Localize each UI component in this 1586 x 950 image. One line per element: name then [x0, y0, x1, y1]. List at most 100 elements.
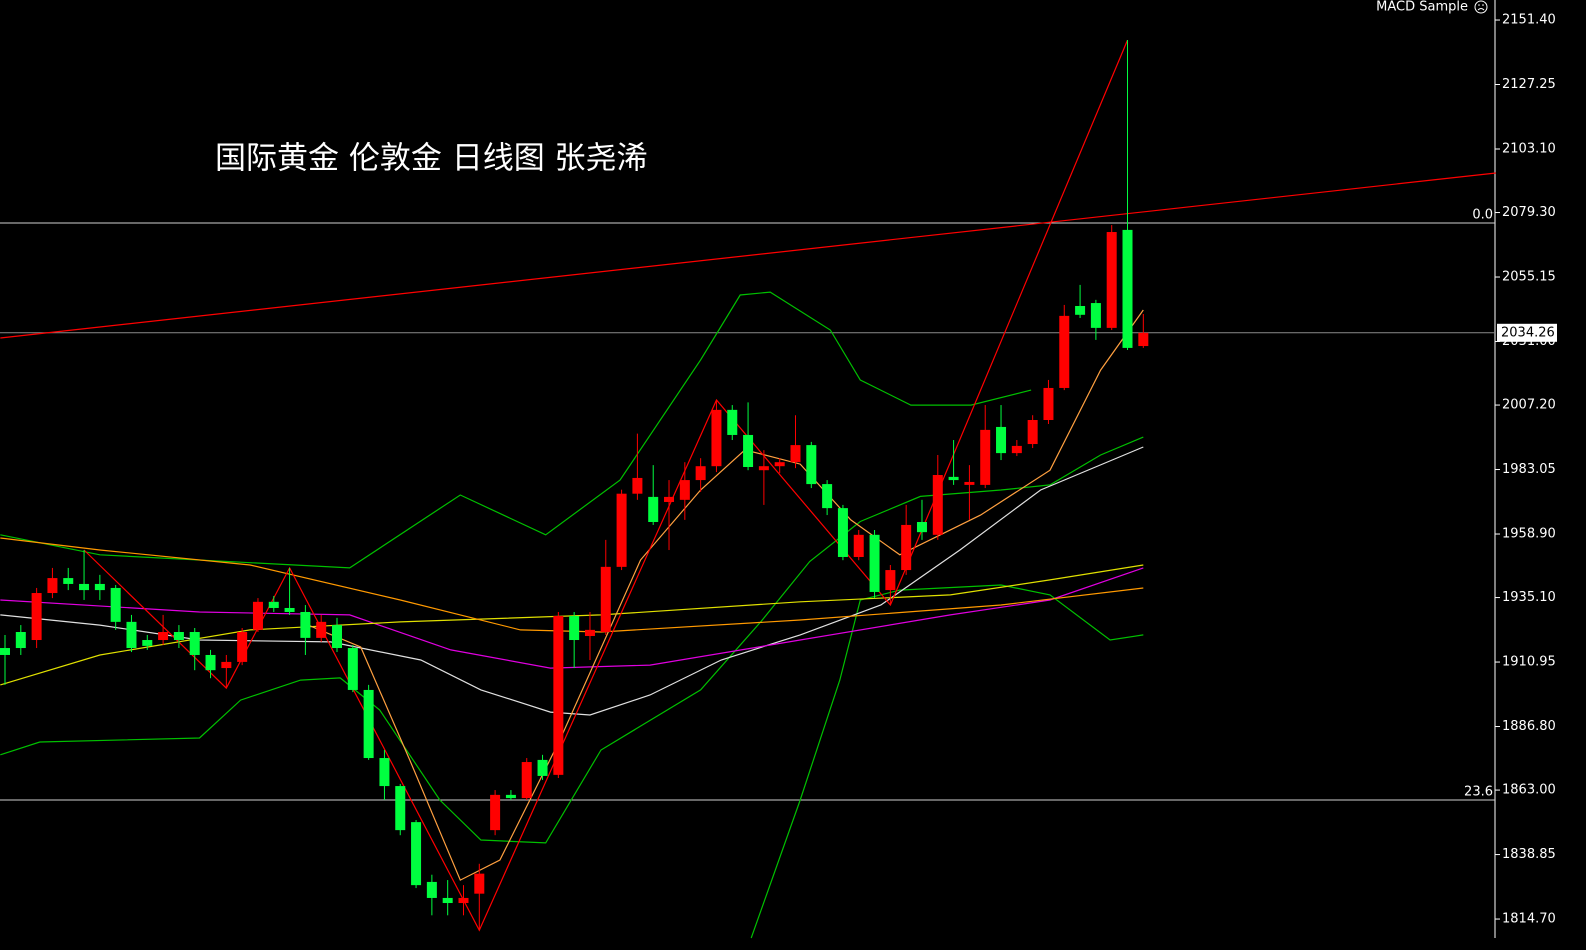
y-tick-label: 2127.25 — [1502, 77, 1556, 92]
candle-body — [126, 621, 137, 649]
indicator-line — [750, 584, 1144, 939]
candle-body — [837, 508, 848, 557]
candle-body — [1122, 229, 1133, 348]
candle-body — [1027, 420, 1038, 445]
current-price-label: 2034.26 — [1501, 325, 1555, 340]
indicator-line — [0, 436, 1144, 844]
candle-body — [221, 661, 232, 669]
candle-body — [205, 654, 216, 671]
indicator-line — [300, 309, 1144, 881]
candle-body — [411, 822, 422, 886]
y-tick-label: 1983.05 — [1502, 462, 1556, 477]
candle-body — [1090, 303, 1101, 328]
candle-body — [790, 445, 801, 463]
candle-body — [395, 786, 406, 831]
candle-body — [458, 897, 469, 904]
candle-body — [379, 758, 390, 787]
candle-body — [632, 477, 643, 494]
candle-body — [521, 762, 532, 799]
candle-body — [1043, 387, 1054, 421]
candle-body — [158, 632, 169, 641]
y-tick-label: 1958.90 — [1502, 527, 1556, 542]
indicator-icon — [1474, 0, 1488, 14]
candle-body — [31, 593, 42, 641]
candle-body — [774, 462, 785, 467]
candle-body — [553, 615, 564, 775]
candle-body — [1106, 232, 1117, 328]
candle-body — [79, 583, 90, 591]
candle-body — [189, 632, 200, 655]
candle-body — [932, 475, 943, 535]
plot-area — [0, 39, 1496, 939]
y-tick-label: 1935.10 — [1502, 590, 1556, 605]
fib-level-label: 23.6 — [1464, 784, 1493, 799]
candle-body — [505, 794, 516, 799]
indicator-line — [0, 172, 1496, 339]
candle-body — [63, 578, 74, 584]
candle-body — [600, 566, 611, 633]
y-tick-label: 1910.95 — [1502, 655, 1556, 670]
y-tick-label: 1886.80 — [1502, 719, 1556, 734]
candle-body — [964, 481, 975, 485]
candle-body — [300, 611, 311, 638]
y-tick-label: 1814.70 — [1502, 912, 1556, 927]
y-tick-label: 2151.40 — [1502, 13, 1556, 28]
candle-body — [142, 640, 153, 646]
candle-body — [0, 648, 10, 655]
candle-body — [284, 607, 295, 612]
y-tick-label: 1863.00 — [1502, 783, 1556, 798]
y-tick-label: 2103.10 — [1502, 141, 1556, 156]
candle-body — [980, 429, 991, 485]
candle-body — [237, 632, 248, 662]
candle-body — [695, 466, 706, 481]
candle-body — [15, 632, 26, 649]
candle-body — [758, 466, 769, 471]
y-tick-label: 2055.15 — [1502, 270, 1556, 285]
candle-body — [332, 625, 343, 649]
candle-body — [616, 493, 627, 567]
y-tick-label: 2007.20 — [1502, 398, 1556, 413]
candle-body — [363, 689, 374, 759]
candle-body — [853, 534, 864, 557]
candle-body — [948, 476, 959, 481]
y-tick-label: 1838.85 — [1502, 847, 1556, 862]
candle-body — [584, 629, 595, 637]
candle-body — [1011, 445, 1022, 454]
candle-body — [1059, 315, 1070, 388]
current-price-box — [1497, 323, 1557, 342]
candle-body — [743, 434, 754, 467]
candle-body — [252, 601, 263, 630]
candle-body — [490, 794, 501, 831]
candle-body — [316, 621, 327, 638]
candle-body — [537, 759, 548, 776]
indicator-line — [0, 537, 1144, 633]
candle-body — [727, 409, 738, 435]
candle-body — [474, 873, 485, 894]
indicator-label: MACD Sample — [1376, 0, 1468, 15]
candle-body — [442, 897, 453, 904]
candle-body — [679, 480, 690, 500]
candle-body — [347, 648, 358, 690]
candle-body — [173, 632, 184, 641]
candle-body — [110, 587, 121, 622]
candle-body — [822, 484, 833, 509]
fib-level-label: 0.0 — [1472, 207, 1493, 222]
candle-body — [268, 601, 279, 608]
candle-body — [869, 534, 880, 592]
candle-body — [664, 496, 675, 502]
candle-body — [901, 524, 912, 571]
candle-body — [1138, 332, 1149, 347]
candle-body — [996, 426, 1007, 454]
chart-title: 国际黄金 伦敦金 日线图 张尧浠 — [215, 141, 648, 177]
candle-body — [1075, 305, 1086, 315]
candle-body — [426, 881, 437, 898]
candle-body — [711, 409, 722, 467]
y-tick-label: 2079.30 — [1502, 205, 1556, 220]
candle-body — [648, 496, 659, 523]
candle-body — [94, 583, 105, 591]
indicator-line — [0, 567, 1144, 669]
candle-body — [569, 615, 580, 641]
